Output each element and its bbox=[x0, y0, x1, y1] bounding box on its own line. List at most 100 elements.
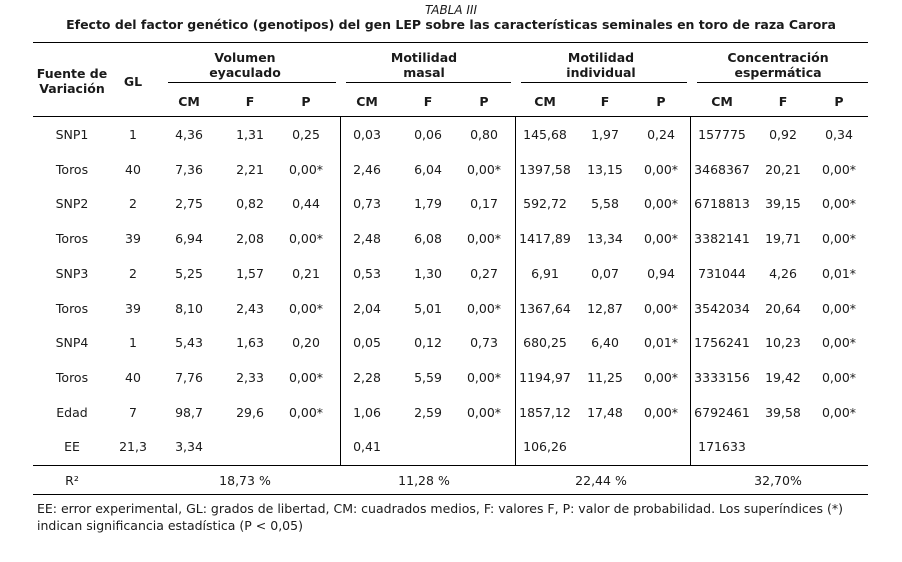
table-cell: 0,80 bbox=[470, 127, 498, 142]
table-cell: 3468367 bbox=[694, 161, 750, 177]
table-cell: 0,00* bbox=[821, 161, 857, 177]
table-cell: 2,33 bbox=[236, 369, 264, 385]
table-cell: 0,01* bbox=[821, 265, 857, 281]
table-cell: 1,06 bbox=[353, 404, 381, 420]
table-cell: 3542034 bbox=[694, 300, 750, 316]
table-cell: 1367,64 bbox=[519, 300, 571, 316]
table-cell: 6,40 bbox=[591, 335, 619, 351]
table-cell: 4,26 bbox=[769, 265, 797, 281]
table-cell: 171633 bbox=[698, 439, 746, 455]
table-cell: 1,30 bbox=[414, 265, 442, 281]
table-cell: 6718813 bbox=[694, 196, 750, 212]
table-cell: 0,00* bbox=[821, 369, 857, 385]
table-cell: 20,64 bbox=[765, 300, 801, 316]
table-cell: 0,21 bbox=[292, 265, 320, 281]
table-cell: 0,00* bbox=[821, 300, 857, 316]
row-fuente: SNP4 bbox=[55, 335, 89, 351]
subheader-cm: CM bbox=[534, 94, 556, 109]
table-cell: 1,97 bbox=[591, 127, 619, 142]
r2-top-rule bbox=[33, 465, 868, 466]
bottom-rule bbox=[33, 494, 868, 495]
row-fuente: Toros bbox=[55, 300, 89, 316]
table-cell: 0,00* bbox=[643, 161, 679, 177]
column-separator bbox=[340, 116, 341, 465]
table-cell: 7,76 bbox=[175, 369, 203, 385]
table-cell: 2,48 bbox=[353, 231, 381, 247]
table-cell: 2,08 bbox=[236, 231, 264, 247]
row-gl: 1 bbox=[129, 127, 137, 142]
table-cell: 5,25 bbox=[175, 265, 203, 281]
table-cell: 0,00* bbox=[466, 161, 502, 177]
table-cell: 0,00* bbox=[643, 196, 679, 212]
r2-value: 11,28 % bbox=[398, 473, 450, 488]
row-fuente: SNP1 bbox=[55, 127, 89, 142]
table-cell: 13,15 bbox=[587, 161, 623, 177]
row-fuente: Toros bbox=[55, 369, 89, 385]
table-cell: 0,73 bbox=[470, 335, 498, 351]
row-gl: 1 bbox=[129, 335, 137, 351]
table-cell: 0,00* bbox=[821, 404, 857, 420]
table-cell: 1417,89 bbox=[519, 231, 571, 247]
table-cell: 0,00* bbox=[466, 404, 502, 420]
group-rule-volumen bbox=[168, 82, 336, 83]
table-cell: 6,04 bbox=[414, 161, 442, 177]
table-cell: 0,06 bbox=[414, 127, 442, 142]
table-cell: 0,12 bbox=[414, 335, 442, 351]
table-label: TABLA III bbox=[425, 3, 477, 17]
column-separator bbox=[690, 116, 691, 465]
header-group-volumen: Volumen eyaculado bbox=[209, 50, 281, 80]
row-fuente: Toros bbox=[55, 161, 89, 177]
column-separator bbox=[515, 116, 516, 465]
table-cell: 2,43 bbox=[236, 300, 264, 316]
row-gl: 21,3 bbox=[119, 439, 147, 455]
table-cell: 0,27 bbox=[470, 265, 498, 281]
table-cell: 13,34 bbox=[587, 231, 623, 247]
header-group-motilidad-individual: Motilidad individual bbox=[566, 50, 636, 80]
table-cell: 0,53 bbox=[353, 265, 381, 281]
group-rule-motilidad-individual bbox=[521, 82, 687, 83]
table-cell: 2,28 bbox=[353, 369, 381, 385]
table-cell: 1194,97 bbox=[519, 369, 571, 385]
row-fuente: Edad bbox=[56, 404, 88, 420]
table-cell: 0,05 bbox=[353, 335, 381, 351]
subheader-f: F bbox=[423, 94, 433, 109]
subheader-f: F bbox=[778, 94, 788, 109]
table-cell: 2,21 bbox=[236, 161, 264, 177]
subheader-p: P bbox=[479, 94, 489, 109]
table-cell: 0,92 bbox=[769, 127, 797, 142]
r2-value: 18,73 % bbox=[219, 473, 271, 488]
table-cell: 0,00* bbox=[643, 300, 679, 316]
table-cell: 2,59 bbox=[414, 404, 442, 420]
table-cell: 0,24 bbox=[647, 127, 675, 142]
table-cell: 39,15 bbox=[765, 196, 801, 212]
header-group-concentracion: Concentración espermática bbox=[727, 50, 829, 80]
table-cell: 0,00* bbox=[466, 300, 502, 316]
table-cell: 3,34 bbox=[175, 439, 203, 455]
table-cell: 1,31 bbox=[236, 127, 264, 142]
table-cell: 0,94 bbox=[647, 265, 675, 281]
subheader-cm: CM bbox=[711, 94, 733, 109]
table-cell: 2,75 bbox=[175, 196, 203, 212]
table-cell: 0,03 bbox=[353, 127, 381, 142]
header-gl: GL bbox=[123, 74, 143, 89]
table-title: Efecto del factor genético (genotipos) d… bbox=[66, 17, 836, 32]
table-cell: 592,72 bbox=[523, 196, 567, 212]
row-gl: 40 bbox=[125, 161, 141, 177]
row-fuente: SNP3 bbox=[55, 265, 89, 281]
table-cell: 1,79 bbox=[414, 196, 442, 212]
table-cell: 11,25 bbox=[587, 369, 623, 385]
table-cell: 0,82 bbox=[236, 196, 264, 212]
table-cell: 680,25 bbox=[523, 335, 567, 351]
table-cell: 2,04 bbox=[353, 300, 381, 316]
table-cell: 1397,58 bbox=[519, 161, 571, 177]
table-cell: 0,01* bbox=[643, 335, 679, 351]
table-cell: 0,34 bbox=[825, 127, 853, 142]
table-cell: 3382141 bbox=[694, 231, 750, 247]
subheader-f: F bbox=[600, 94, 610, 109]
row-gl: 7 bbox=[129, 404, 137, 420]
table-cell: 157775 bbox=[698, 127, 746, 142]
table-cell: 29,6 bbox=[236, 404, 264, 420]
table-cell: 98,7 bbox=[175, 404, 203, 420]
row-gl: 39 bbox=[125, 300, 141, 316]
